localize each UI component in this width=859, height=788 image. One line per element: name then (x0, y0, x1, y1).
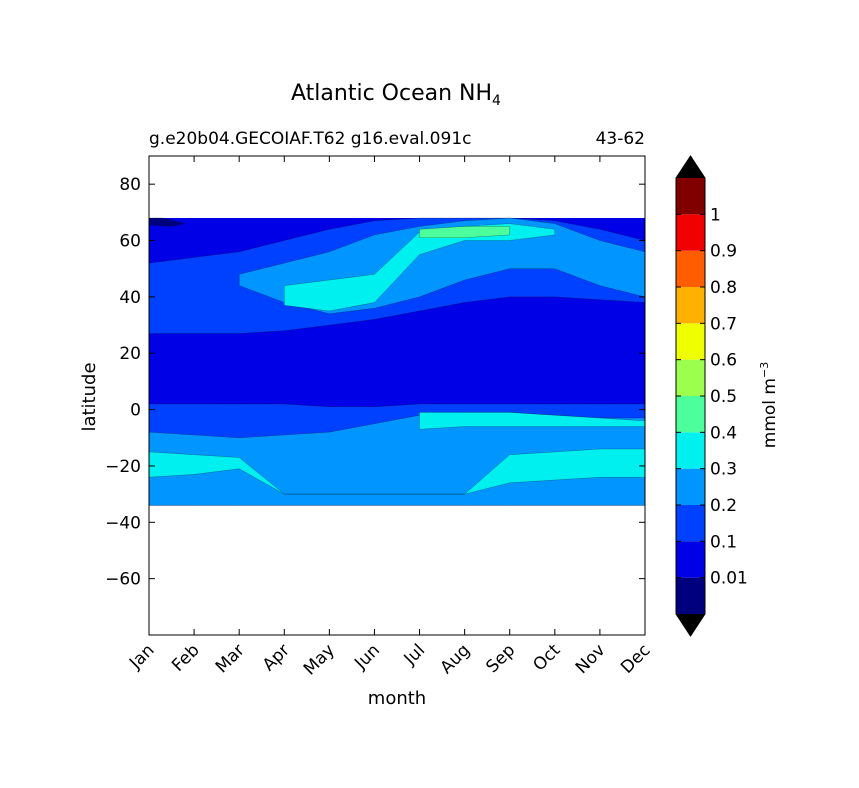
contour-region (419, 226, 510, 238)
colorbar-tick-label: 0.5 (710, 387, 737, 407)
colorbar-tick-label: 0.8 (710, 278, 737, 298)
colorbar-segment (676, 541, 705, 578)
y-tick-label: 40 (119, 288, 141, 308)
x-tick-label: Mar (212, 640, 249, 677)
x-tick-label: Dec (617, 640, 654, 677)
colorbar-tick-label: 1 (710, 205, 721, 225)
y-tick-label: 80 (119, 175, 141, 195)
chart-title: Atlantic Ocean NH4 (291, 81, 501, 109)
colorbar-ticks: 0.01 0.1 0.2 0.3 0.4 0.5 0.6 0.7 0.8 0.9 1 (676, 205, 748, 589)
x-tick-label: Aug (437, 640, 475, 678)
colorbar-tick-label: 0.2 (710, 496, 737, 516)
chart-subtitle-left: g.e20b04.GECOIAF.T62 g16.eval.091c (149, 129, 471, 149)
y-axis: 80 60 40 20 0 −20 −40 −60 (105, 175, 645, 590)
plot-frame (148, 155, 646, 636)
colorbar-tick-label: 0.6 (710, 351, 737, 371)
colorbar-segment (676, 323, 705, 360)
x-tick-label: Oct (529, 640, 564, 675)
colorbar-segment (676, 214, 705, 251)
y-tick-label: −40 (105, 513, 141, 533)
colorbar-segment (676, 468, 705, 505)
x-axis-label: month (368, 688, 426, 709)
chart-title-main: Atlantic Ocean NH (291, 81, 492, 106)
chart-title-subscript: 4 (492, 93, 501, 109)
colorbar-segment (676, 505, 705, 542)
colorbar-segment (676, 250, 705, 287)
x-tick-label: May (300, 640, 339, 679)
y-tick-label: 60 (119, 232, 141, 252)
colorbar-tick-label: 0.9 (710, 242, 737, 262)
y-tick-label: 20 (119, 344, 141, 364)
colorbar-label-unit: mmol m (760, 378, 780, 448)
x-tick-label: Jun (350, 640, 384, 674)
x-tick-label: Jan (125, 640, 158, 673)
x-tick-label: Sep (482, 640, 519, 677)
x-tick-label: Jul (400, 640, 429, 669)
y-tick-label: −20 (105, 457, 141, 477)
contour-fills (148, 217, 646, 506)
colorbar-outline (675, 155, 706, 637)
colorbar-segment (676, 359, 705, 396)
x-tick-label: Nov (572, 640, 610, 678)
colorbar-tick-label: 0.01 (710, 569, 748, 589)
colorbar-segment (676, 287, 705, 324)
colorbar-segment (676, 432, 705, 469)
colorbar-segment (676, 577, 705, 614)
y-tick-label: 0 (130, 401, 141, 421)
colorbar-label-exponent: −3 (758, 362, 771, 378)
x-tick-label: Feb (168, 640, 203, 675)
colorbar-tick-label: 0.1 (710, 532, 737, 552)
colorbar-tick-label: 0.7 (710, 314, 737, 334)
colorbar-extend-min (676, 614, 705, 636)
colorbar-extend-max (676, 156, 705, 178)
colorbar-tick-label: 0.3 (710, 460, 737, 480)
y-tick-label: −60 (105, 570, 141, 590)
plot-area (148, 155, 646, 636)
colorbar-segment (676, 178, 705, 215)
colorbar (675, 155, 706, 637)
contour-region (284, 223, 555, 312)
colorbar-label: mmol m−3 (758, 362, 780, 448)
y-axis-label: latitude (79, 362, 100, 431)
colorbar-segment (676, 396, 705, 433)
x-tick-label: Apr (259, 640, 294, 675)
chart-subtitle-right: 43-62 (596, 129, 645, 149)
colorbar-tick-label: 0.4 (710, 423, 737, 443)
